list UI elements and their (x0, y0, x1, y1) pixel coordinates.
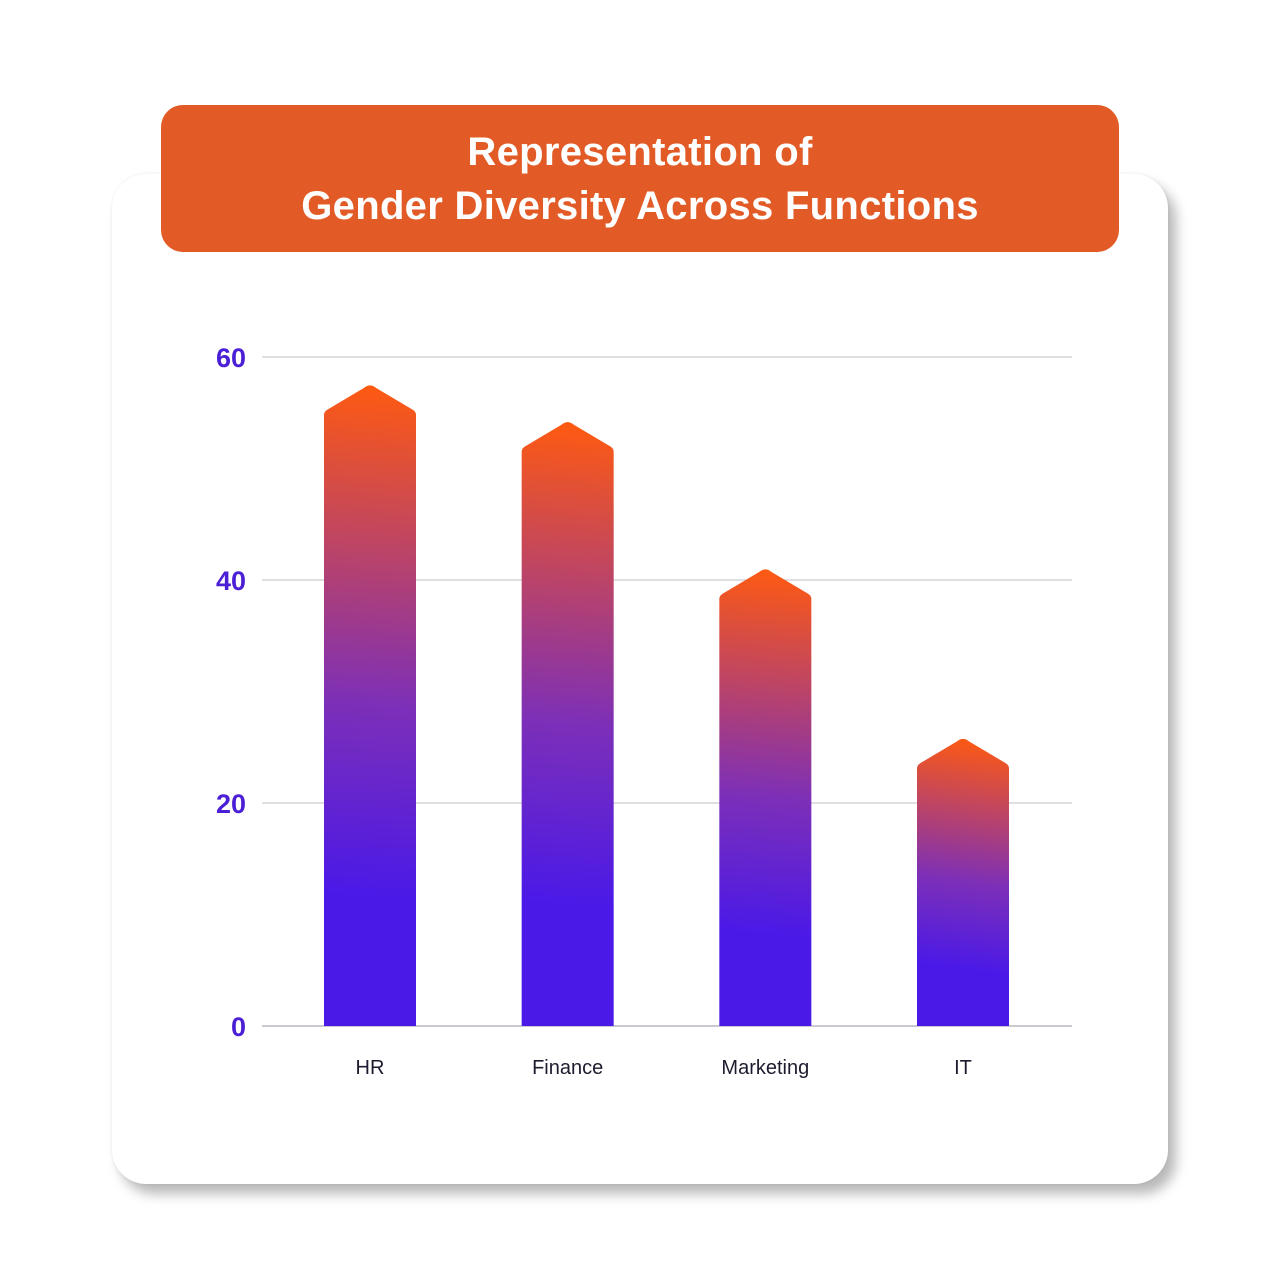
chart-title-line-2: Gender Diversity Across Functions (301, 183, 979, 228)
y-axis-ticks: 0 20 40 60 (216, 343, 246, 1042)
y-tick-label: 60 (216, 343, 246, 373)
bar-marketing (719, 569, 812, 1026)
x-axis-ticks: HR Finance Marketing IT (356, 1057, 972, 1079)
x-tick-label: Marketing (721, 1057, 809, 1079)
bar-it (917, 738, 1009, 1026)
y-tick-label: 0 (231, 1012, 246, 1042)
bar-hr (324, 385, 416, 1026)
x-tick-label: Finance (532, 1057, 603, 1079)
y-tick-label: 20 (216, 789, 246, 819)
chart-title-line-1: Representation of (467, 129, 813, 174)
chart-title-banner: Representation of Gender Diversity Acros… (161, 105, 1119, 252)
bars (324, 385, 1009, 1026)
x-tick-label: HR (356, 1057, 385, 1079)
bar-finance (521, 422, 614, 1026)
x-tick-label: IT (954, 1057, 972, 1079)
y-tick-label: 40 (216, 566, 246, 596)
